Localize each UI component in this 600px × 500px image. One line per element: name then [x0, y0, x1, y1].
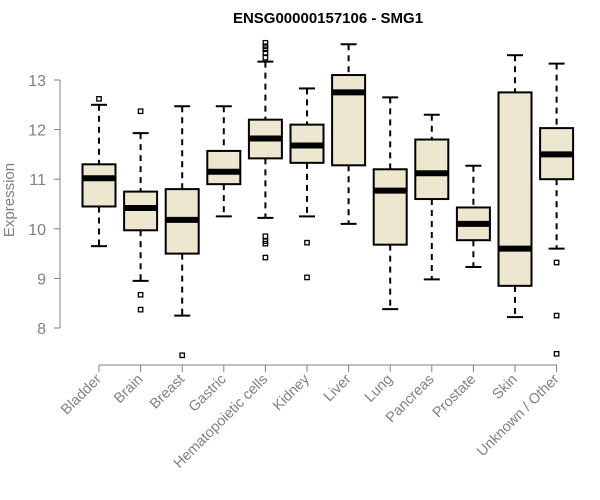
x-tick-label: Liver [321, 371, 355, 405]
box-group [206, 105, 242, 218]
outlier-point [262, 39, 269, 46]
box-group [247, 39, 283, 261]
y-tick-label: 11 [29, 172, 46, 189]
outlier-point [137, 306, 144, 313]
box-body [81, 163, 117, 208]
outlier-point [553, 350, 560, 357]
outlier-point [262, 54, 269, 61]
box-body [497, 91, 533, 287]
box-group [372, 96, 408, 311]
outlier-point [96, 95, 102, 102]
outlier-point [179, 352, 186, 359]
box-group [497, 54, 533, 319]
outlier-point [262, 49, 269, 56]
box-group [331, 43, 367, 225]
box-group [164, 105, 200, 359]
y-tick-label: 12 [28, 123, 46, 140]
outlier-point [262, 240, 269, 247]
outlier-point [262, 254, 269, 261]
box-group [123, 108, 159, 313]
box-group [81, 95, 117, 248]
outlier-point [304, 239, 310, 246]
box-group [414, 113, 450, 281]
outlier-point [262, 233, 269, 240]
outlier-point [137, 291, 144, 298]
outlier-point [137, 108, 144, 115]
box-body [372, 168, 408, 246]
y-axis-label: Expression [1, 163, 18, 237]
x-tick-label: Breast [147, 372, 188, 413]
x-tick-label: Skin [490, 372, 521, 403]
box-group [539, 62, 575, 357]
x-tick-label: Bladder [58, 371, 105, 418]
outlier-point [304, 274, 310, 281]
outlier-point [262, 46, 269, 53]
y-tick-label: 9 [37, 271, 46, 288]
chart-title: ENSG00000157106 - SMG1 [233, 10, 423, 27]
y-tick-label: 8 [37, 321, 46, 338]
outlier-point [262, 43, 269, 50]
box-body [206, 149, 242, 186]
outlier-point [553, 259, 560, 266]
y-tick-label: 10 [28, 222, 46, 239]
x-tick-label: Kidney [270, 371, 313, 414]
box-series [81, 39, 575, 359]
box-group [289, 87, 325, 281]
y-axis: 8 9 10 11 12 13 [28, 73, 60, 338]
x-tick-label: Lung [362, 372, 396, 406]
outlier-point [553, 312, 560, 319]
x-tick-label: Prostate [430, 372, 479, 421]
box-body [414, 138, 450, 201]
x-tick-label: Brain [111, 372, 146, 407]
y-tick-label: 13 [28, 73, 46, 90]
box-group [455, 164, 491, 268]
box-body [331, 74, 367, 167]
